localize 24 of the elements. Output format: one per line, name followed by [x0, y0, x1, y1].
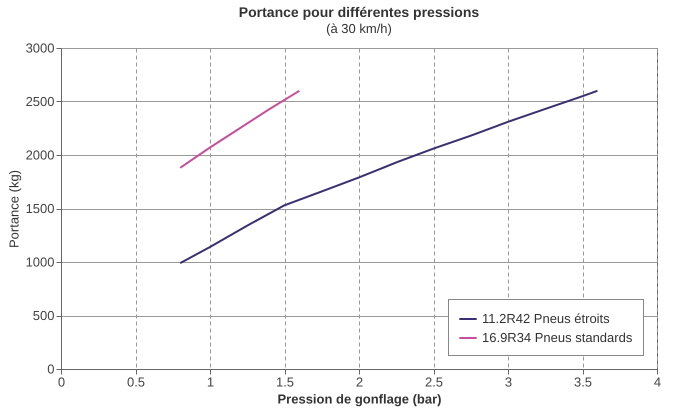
legend-label: 16.9R34 Pneus standards [482, 330, 633, 345]
chart-title: Portance pour différentes pressions [238, 4, 480, 20]
x-tick-label: 2.5 [424, 374, 444, 390]
x-tick-label: 1.5 [276, 374, 294, 390]
y-tick-label: 2000 [26, 148, 54, 162]
y-tick-label: 3000 [26, 40, 54, 56]
y-tick-label: 500 [32, 308, 54, 323]
line-series [179, 90, 300, 169]
y-tick-label: 1000 [26, 254, 54, 270]
x-tick-label: 4 [654, 374, 662, 390]
x-tick-label: 3 [504, 374, 512, 390]
line-series [179, 90, 598, 264]
y-tick-label: 2500 [26, 94, 54, 109]
x-tick-label: 1 [206, 374, 214, 390]
x-tick-label: 0 [58, 374, 66, 390]
x-tick-label: 3.5 [574, 374, 592, 390]
x-axis-title: Pression de gonflage (bar) [278, 392, 442, 406]
x-tick-label: 2 [356, 374, 364, 390]
y-tick-label: 0 [47, 362, 54, 376]
y-tick-label: 1500 [26, 201, 54, 216]
chart-subtitle: (à 30 km/h) [326, 21, 392, 36]
x-tick-label: 0.5 [126, 374, 146, 390]
legend-label: 11.2R42 Pneus étroits [482, 311, 610, 326]
y-axis-title: Portance (kg) [6, 170, 22, 248]
